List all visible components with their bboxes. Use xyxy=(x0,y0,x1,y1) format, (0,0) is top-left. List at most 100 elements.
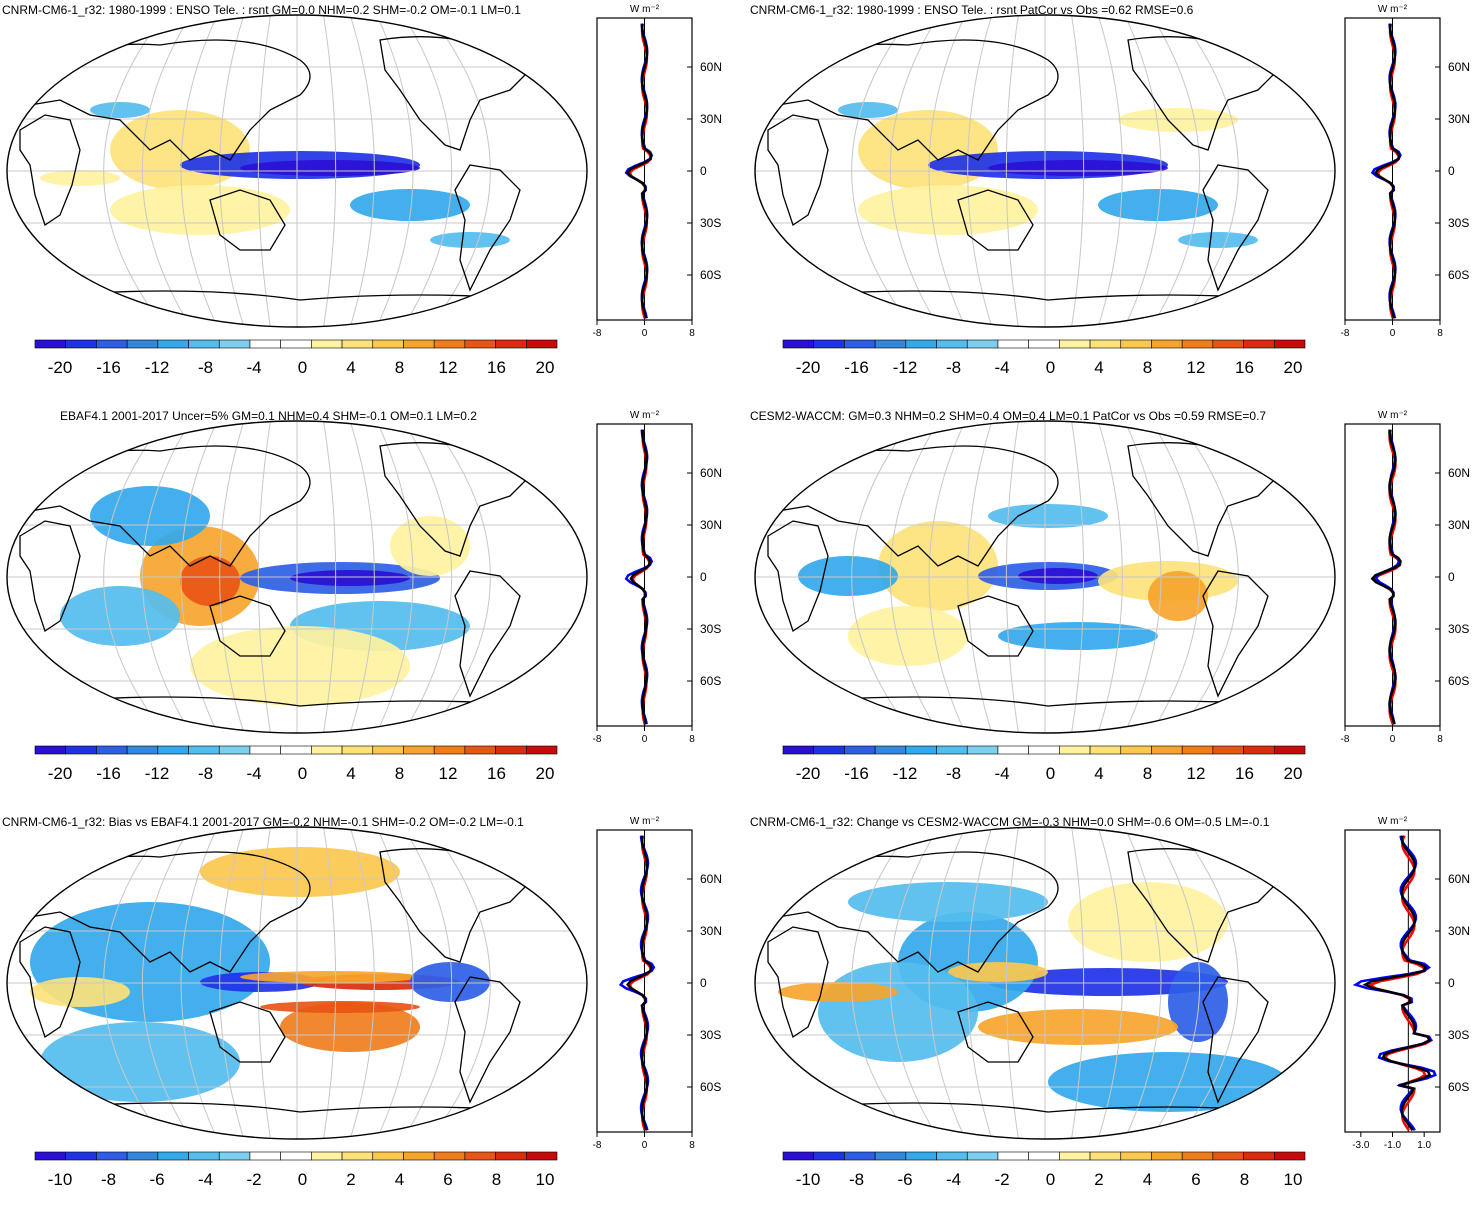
anomaly-region xyxy=(988,504,1108,528)
colorbar-swatch xyxy=(1059,1151,1091,1161)
colorbar-tick-label: 20 xyxy=(536,358,555,377)
colorbar-tick-label: -20 xyxy=(48,764,73,783)
lat-tick-label: 30S xyxy=(1448,1028,1469,1042)
colorbar-swatch xyxy=(96,339,128,349)
colorbar-tick-label: 4 xyxy=(1094,358,1103,377)
map-border xyxy=(6,14,588,328)
colorbar-tick-label: -8 xyxy=(101,1170,116,1189)
continent-outline xyxy=(807,290,1289,301)
anomaly-region xyxy=(948,962,1048,982)
lat-tick-label: 30S xyxy=(700,622,721,636)
anomaly-region xyxy=(410,962,490,1002)
colorbar-swatch xyxy=(157,1151,189,1161)
colorbar-swatch xyxy=(1181,745,1214,755)
colorbar-swatch xyxy=(34,1151,67,1161)
colorbar-swatch xyxy=(34,339,67,349)
continent-outline xyxy=(19,520,81,633)
colorbar-swatch xyxy=(1059,339,1091,349)
zonal-mean-plot: -8 0 8 60N 30N 0 30S 60S W m⁻² xyxy=(593,4,722,339)
panel-cesm2-waccm: CESM2-WACCM: GM=0.3 NHM=0.2 SHM=0.4 OM=0… xyxy=(748,406,1483,806)
colorbar-tick-label: -2 xyxy=(246,1170,261,1189)
continent-outline xyxy=(767,114,829,227)
lat-tick-label: 30S xyxy=(700,216,721,230)
colorbar-tick-label: -20 xyxy=(48,358,73,377)
colorbar-tick-label: 20 xyxy=(536,764,555,783)
colorbar-swatch xyxy=(372,1151,404,1161)
colorbar-tick-label: 0 xyxy=(298,358,307,377)
zonal-x-tick-label: -1.0 xyxy=(1384,1140,1402,1151)
graticule xyxy=(755,827,1335,1139)
anomaly-region xyxy=(778,982,898,1002)
anomaly-region xyxy=(40,170,120,186)
colorbar-tick-label: 6 xyxy=(1191,1170,1200,1189)
anomaly-region xyxy=(988,968,1228,996)
zonal-x-tick-label: -8 xyxy=(1341,328,1350,339)
colorbar-tick-label: -16 xyxy=(96,358,121,377)
colorbar-swatch xyxy=(249,745,281,755)
colorbar-swatch xyxy=(844,745,876,755)
colorbar-swatch xyxy=(525,1151,558,1161)
zonal-unit-label: W m⁻² xyxy=(630,816,660,827)
graticule xyxy=(755,421,1335,733)
zonal-x-tick-label: 8 xyxy=(689,328,695,339)
colorbar-swatch xyxy=(1151,745,1183,755)
colorbar-swatch xyxy=(1089,339,1122,349)
colorbar-tick-label: 8 xyxy=(395,764,404,783)
colorbar-swatch xyxy=(782,1151,815,1161)
colorbar-swatch xyxy=(525,745,558,755)
colorbar-swatch xyxy=(905,339,937,349)
colorbar-tick-label: -2 xyxy=(994,1170,1009,1189)
colorbar-tick-label: 12 xyxy=(1187,358,1206,377)
colorbar-swatch xyxy=(1181,1151,1214,1161)
continent-outline xyxy=(767,926,829,1039)
anomaly-region xyxy=(180,556,240,606)
colorbar-swatch xyxy=(280,1151,312,1161)
colorbar-swatch xyxy=(126,1151,159,1161)
colorbar-tick-label: -8 xyxy=(946,358,961,377)
colorbar-tick-label: 8 xyxy=(395,358,404,377)
panel-bias-vs-ebaf: CNRM-CM6-1_r32: Bias vs EBAF4.1 2001-201… xyxy=(0,812,735,1212)
colorbar-tick-label: -8 xyxy=(849,1170,864,1189)
colorbar-tick-label: 20 xyxy=(1284,764,1303,783)
zonal-x-tick-label: -8 xyxy=(593,734,602,745)
colorbar-tick-label: 8 xyxy=(492,1170,501,1189)
anomaly-region xyxy=(1118,108,1238,132)
colorbar-tick-label: 12 xyxy=(439,764,458,783)
colorbar-swatch xyxy=(905,745,937,755)
zonal-x-tick-label: -8 xyxy=(593,1140,602,1151)
lat-tick-label: 30N xyxy=(1448,924,1470,938)
colorbar-tick-label: -12 xyxy=(893,358,918,377)
anomaly-region xyxy=(998,622,1158,650)
colorbar-swatch xyxy=(1243,745,1275,755)
colorbar: -20 -16 -12 -8 -4 0 4 8 12 16 20 xyxy=(34,339,558,377)
lat-tick-label: 30S xyxy=(1448,622,1469,636)
world-map xyxy=(754,14,1336,328)
colorbar-swatch xyxy=(844,1151,876,1161)
lat-tick-label: 60S xyxy=(1448,1080,1469,1094)
colorbar-tick-label: 0 xyxy=(1046,1170,1055,1189)
colorbar-tick-label: -4 xyxy=(994,358,1009,377)
anomaly-region xyxy=(90,102,150,118)
colorbar-tick-label: -10 xyxy=(796,1170,821,1189)
colorbar-swatch xyxy=(1120,745,1152,755)
colorbar-swatch xyxy=(341,745,374,755)
colorbar-swatch xyxy=(311,339,343,349)
continent-outline xyxy=(209,189,286,251)
continent-outline xyxy=(19,926,81,1039)
colorbar-tick-label: 0 xyxy=(1046,358,1055,377)
colorbar-tick-label: 4 xyxy=(395,1170,404,1189)
colorbar-tick-label: 20 xyxy=(1284,358,1303,377)
zonal-x-tick-label: 8 xyxy=(689,1140,695,1151)
anomaly-region xyxy=(1178,232,1258,248)
colorbar-swatch xyxy=(372,745,404,755)
colorbar-swatch xyxy=(874,1151,907,1161)
zonal-line-black xyxy=(1362,835,1432,1132)
world-map xyxy=(754,826,1336,1140)
lat-tick-label: 60S xyxy=(700,674,721,688)
colorbar-tick-label: -12 xyxy=(145,764,170,783)
panel-figure: -8 0 8 60N 30N 0 30S 60S W m⁻² -20 -16 -12 -8 -4 0 4 8 12… xyxy=(754,410,1470,783)
colorbar-swatch xyxy=(188,339,220,349)
colorbar-swatch xyxy=(96,745,128,755)
zonal-unit-label: W m⁻² xyxy=(1378,410,1408,421)
colorbar-tick-label: -6 xyxy=(897,1170,912,1189)
